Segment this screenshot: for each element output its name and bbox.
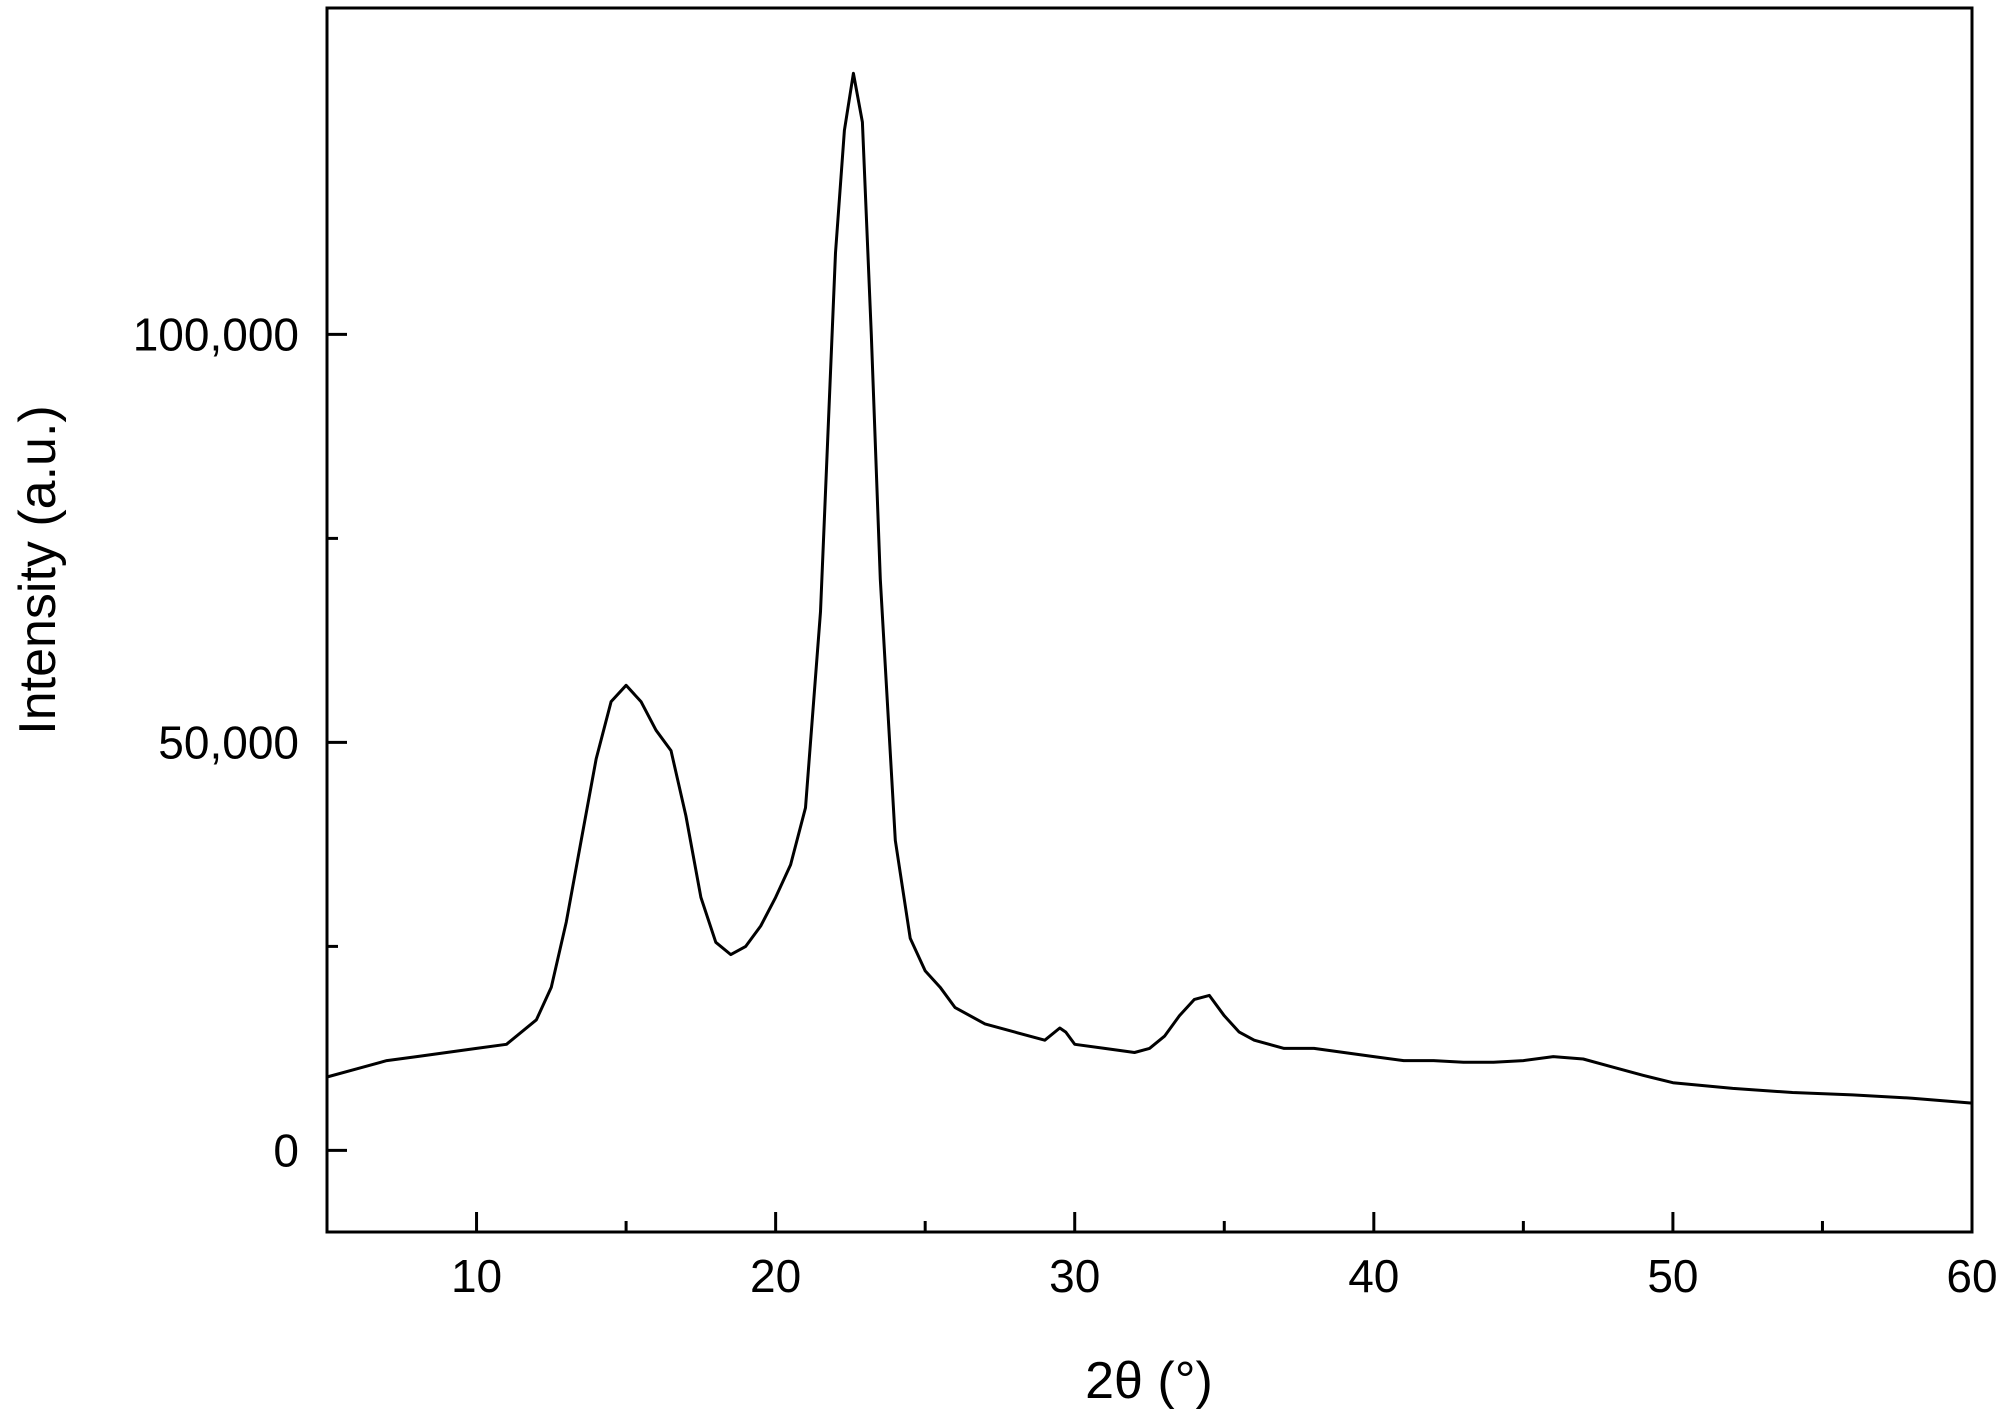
y-tick-label-50000: 50,000 (158, 716, 299, 768)
plot-frame (325, 6, 1974, 1234)
x-axis-ticks: 10 20 30 40 50 60 (451, 1212, 1998, 1302)
x-tick-label-40: 40 (1348, 1250, 1399, 1302)
series-line-0 (325, 71, 1974, 1105)
x-axis-title: 2θ (°) (1085, 1352, 1213, 1410)
x-tick-label-60: 60 (1946, 1250, 1997, 1302)
series-layer (325, 71, 1974, 1105)
y-axis-ticks: 0 50,000 100,000 (133, 308, 347, 1176)
x-tick-label-50: 50 (1647, 1250, 1698, 1302)
y-axis-title: Intensity (a.u.) (9, 405, 67, 734)
y-tick-label-0: 0 (273, 1124, 299, 1176)
x-tick-label-10: 10 (451, 1250, 502, 1302)
x-tick-label-20: 20 (750, 1250, 801, 1302)
x-tick-label-30: 30 (1049, 1250, 1100, 1302)
y-tick-label-100000: 100,000 (133, 308, 299, 360)
